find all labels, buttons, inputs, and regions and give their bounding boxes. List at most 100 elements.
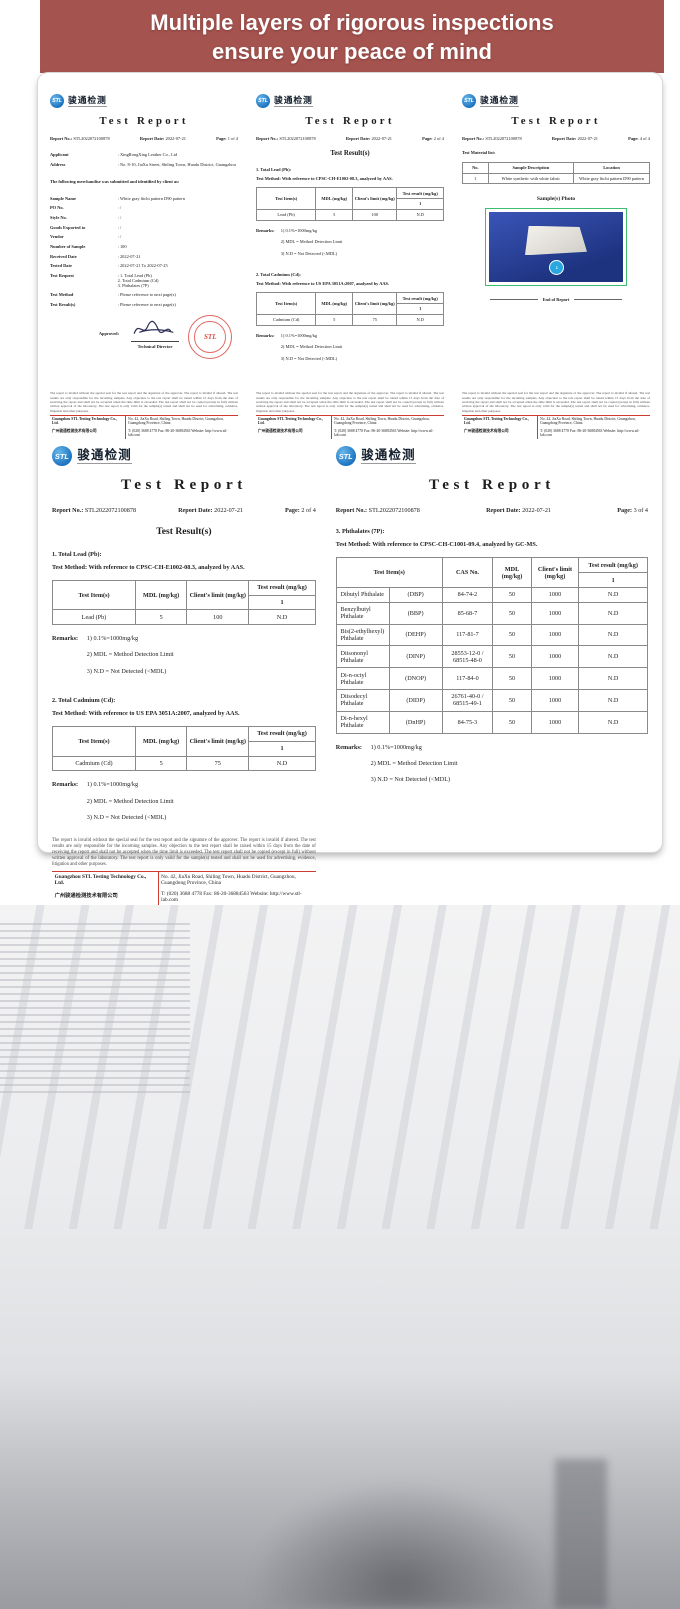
approved-label: Approved: [98, 330, 120, 336]
report-field-row: Address : No. 8-10, JiaXu Street, Shilin… [50, 162, 238, 167]
field-value: : White gray litchi pattern D90 pattern [117, 195, 185, 201]
remark-line: 3) N.D = Not Detected (<MDL) [86, 813, 167, 821]
remark-line: 1) 0.1%=1000mg/kg [370, 743, 422, 751]
remarks-lines: 1) 0.1%=1000mg/kg 2) MDL = Method Detecti… [371, 744, 458, 793]
report-field-row: Applicant : XingRongXing Leather Co., Lt… [50, 152, 238, 157]
cell-abbrev: (DIDP) [388, 688, 443, 712]
phthalates-method: Test Method: With reference to CPSC-CH-C… [335, 541, 538, 548]
stl-logo: STL 骏通检测 [335, 445, 648, 467]
warehouse-equipment-shadow [250, 1479, 550, 1609]
report-no: Report No.: STL2022072100878 [50, 135, 110, 141]
col-test-item: Test Item(s) [255, 187, 317, 210]
cell-abbrev: (BBP) [388, 601, 443, 625]
cell-result: N.D [396, 313, 444, 326]
remark-line: 2) MDL = Method Detection Limit [86, 797, 174, 805]
remark-line: 3) N.D = Not Detected (<MDL) [370, 776, 451, 784]
company-name-en: Guangzhou STL Testing Technology Co., Lt… [54, 874, 147, 887]
col-result-sub: 1 [396, 197, 444, 210]
lead-section-title: 1. Total Lead (Pb): [52, 550, 102, 558]
stl-logo-cn-text: 骏通检测 [77, 448, 132, 465]
cell-result: N.D [396, 208, 444, 221]
col-result-sub: 1 [248, 594, 316, 611]
col-result: Test result (mg/kg) [248, 725, 316, 742]
cell-mdl: 50 [492, 586, 532, 603]
remarks-lines: 1) 0.1%=1000mg/kg 2) MDL = Method Detecti… [87, 635, 174, 684]
table-row: Diisodecyl Phthalate (DIDP) 26761-40-0 /… [335, 688, 648, 712]
remarks-label: Remarks: [52, 781, 79, 789]
field-label: Test Result(s) [50, 301, 76, 307]
report-fields: Sample Name : White gray litchi pattern … [50, 191, 238, 311]
test-report-page-2-small: STL 骏通检测 Test Report Report No.: STL2022… [254, 93, 446, 439]
cadmium-table: Test Item(s) MDL (mg/kg) Client's limit … [52, 725, 316, 772]
report-meta: Report No.: STL2022072100878 Report Date… [256, 136, 444, 141]
cell-abbrev: (DINP) [388, 645, 443, 669]
cell-location: White gray litchi pattern D90 pattern [573, 172, 650, 185]
report-date: Report Date: 2022-07-21 [139, 135, 186, 141]
col-sample-description: Sample Description [487, 161, 575, 174]
stl-logo-cn-text: 骏通检测 [68, 94, 107, 107]
cadmium-section-title: 2. Total Cadmium (Cd): [52, 697, 116, 705]
table-row: Diisononyl Phthalate (DINP) 28553-12-0 /… [335, 645, 648, 669]
cell-mdl: 5 [134, 755, 188, 772]
stl-logo-letters: STL [52, 97, 63, 104]
col-location: Location [573, 161, 650, 174]
cell-mdl: 50 [492, 645, 532, 669]
report-field-row: Number of Sample : 100 [50, 244, 238, 249]
cell-result: N.D [248, 609, 316, 626]
company-contact: T: (020) 3688 4778 Fax: 86-20-36884563 W… [537, 427, 650, 439]
field-value: : / [117, 205, 122, 211]
report-field-row: Vendor : / [50, 234, 238, 239]
report-meta: Report No.: STL2022072100878 Report Date… [50, 136, 238, 141]
signature-icon [133, 321, 174, 335]
col-result: Test result (mg/kg) [396, 187, 444, 199]
sample-photo-label: Sample(s) Photo [536, 195, 576, 202]
phthalates-section-title: 3. Phthalates (7P): [335, 528, 385, 536]
company-name-cn: 广州骏通检测技术有限公司 [54, 893, 118, 900]
col-result-sub: 1 [396, 302, 444, 315]
cell-limit: 75 [186, 755, 250, 772]
remark-line: 2) MDL = Method Detection Limit [280, 344, 343, 350]
remarks-label: Remarks: [256, 332, 275, 338]
report-field-row: Tested Date : 2022-07-21 To 2022-07-25 [50, 263, 238, 268]
report-page: Page: 1 of 4 [216, 135, 238, 141]
field-value: : 100 [117, 243, 127, 249]
remarks-block: Remarks: 1) 0.1%=1000mg/kg 2) MDL = Metho… [256, 228, 444, 263]
lead-section-title: 1. Total Lead (Pb): [256, 166, 292, 172]
report-field-row: Test Method : Please reference to next p… [50, 292, 238, 297]
stl-logo-cn-text: 骏通检测 [361, 448, 416, 465]
report-field-row: Goods Exported to : / [50, 225, 238, 230]
table-row: Benzylbutyl Phthalate (BBP) 85-68-7 50 1… [335, 601, 648, 625]
field-value: : / [117, 234, 122, 240]
end-of-report: End of Report [462, 297, 650, 302]
technical-director-label: Technical Director [130, 341, 180, 349]
cell-mdl: 50 [492, 623, 532, 647]
report-no: Report No.: STL2022072100878 [256, 135, 316, 141]
col-limit: Client's limit (mg/kg) [186, 725, 250, 757]
stl-logo-letters: STL [258, 97, 269, 104]
red-stamp-icon: STL [188, 314, 233, 359]
report-title: Test Report [305, 114, 395, 127]
field-label: Test Request [50, 272, 74, 278]
cell-cas: 28553-12-0 / 68515-48-0 [441, 645, 494, 669]
lead-method: Test Method: With reference to CPSC-CH-E… [256, 175, 393, 181]
col-mdl: MDL (mg/kg) [315, 292, 354, 315]
cell-limit: 1000 [530, 586, 580, 603]
field-value: : XingRongXing Leather Co., Ltd [117, 152, 178, 158]
remark-line: 2) MDL = Method Detection Limit [86, 651, 174, 659]
footer-disclaimer: The report is invalid without the specia… [52, 837, 316, 868]
cell-name: Bis(2-ethylhexyl) Phthalate [335, 623, 390, 647]
report-date: Report Date: 2022-07-21 [551, 135, 598, 141]
stl-logo: STL 骏通检测 [52, 445, 316, 467]
company-name-en: Guangzhou STL Testing Technology Co., Lt… [51, 417, 117, 426]
remark-line: 3) N.D = Not Detected (<MDL) [86, 667, 167, 675]
report-no: Report No.: STL2022072100878 [335, 506, 420, 514]
company-address: No. 42, JiaXu Road, Shiling Town, Huadu … [125, 415, 238, 428]
report-title: Test Report [99, 114, 189, 127]
cell-cas: 84-75-3 [441, 710, 494, 734]
cell-item: Cadmium (Cd) [52, 755, 136, 772]
cell-item: Lead (Pb) [255, 208, 317, 221]
company-name-cn: 广州骏通检测技术有限公司 [51, 429, 97, 434]
cell-limit: 1000 [530, 645, 580, 669]
col-mdl: MDL (mg/kg) [134, 579, 188, 611]
cell-cas: 117-84-0 [441, 667, 494, 690]
